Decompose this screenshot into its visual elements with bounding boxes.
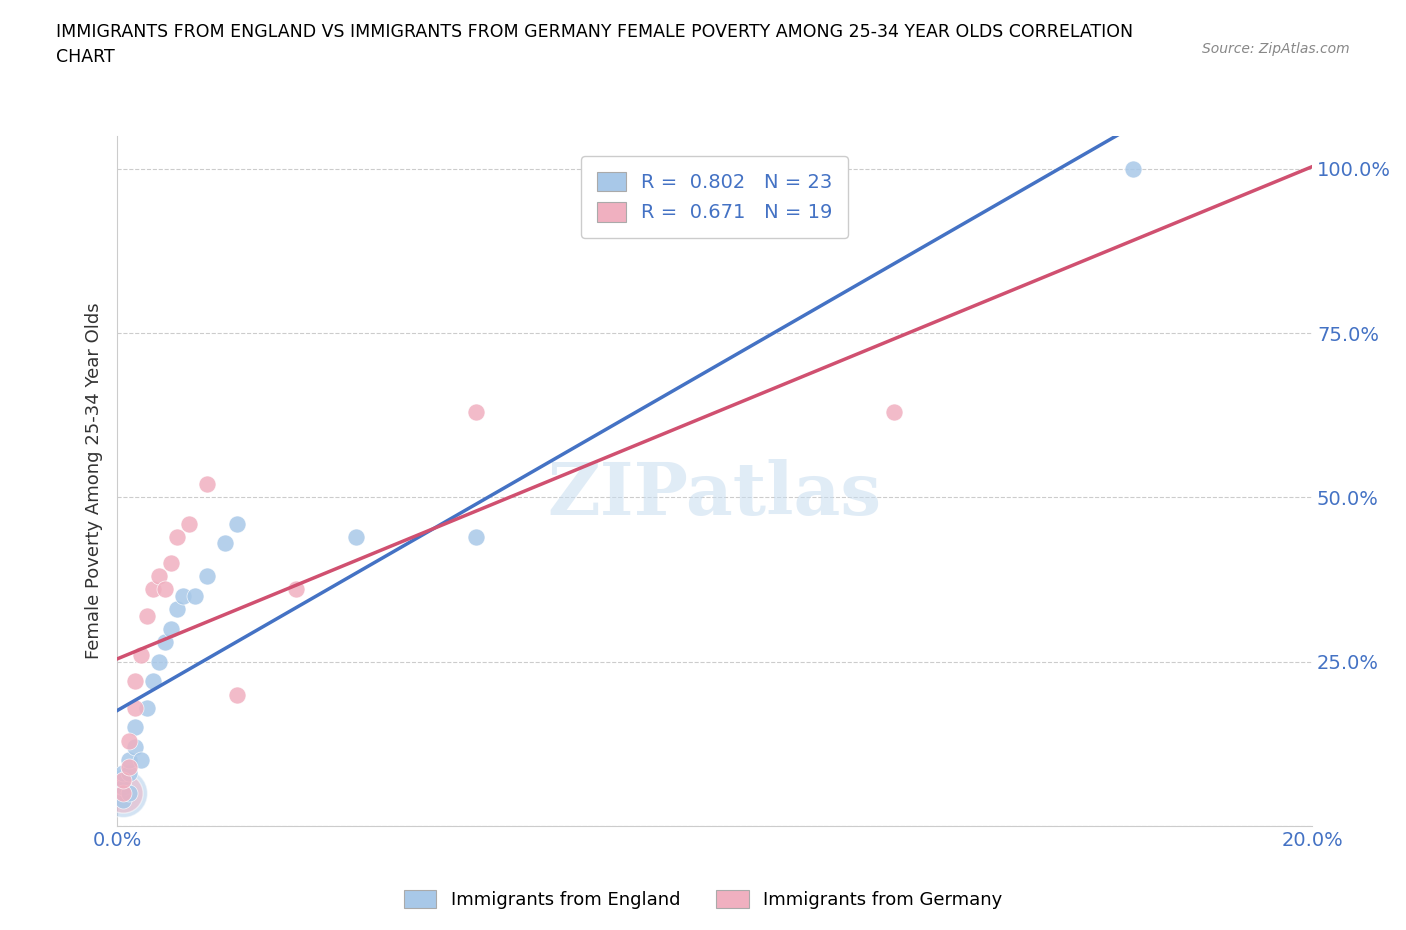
Point [112,786,135,801]
Point [142,582,165,597]
Point [464,529,486,544]
Point [148,569,170,584]
Legend: R =  0.802   N = 23, R =  0.671   N = 19: R = 0.802 N = 23, R = 0.671 N = 19 [581,156,848,238]
Point [112,766,135,781]
Point [1122,161,1144,176]
Point [112,786,135,801]
Point [153,634,176,649]
Point [112,773,135,788]
Point [214,536,236,551]
Point [195,477,218,492]
Point [124,674,146,689]
Point [136,608,159,623]
Point [153,582,176,597]
Point [124,739,146,754]
Point [883,405,905,419]
Point [285,582,308,597]
Point [142,674,165,689]
Point [118,760,141,775]
Point [124,720,146,735]
Point [129,753,152,768]
Point [118,766,141,781]
Point [172,589,194,604]
Point [166,529,188,544]
Legend: Immigrants from England, Immigrants from Germany: Immigrants from England, Immigrants from… [396,883,1010,916]
Point [129,647,152,662]
Point [112,792,135,807]
Point [118,786,141,801]
Text: IMMIGRANTS FROM ENGLAND VS IMMIGRANTS FROM GERMANY FEMALE POVERTY AMONG 25-34 YE: IMMIGRANTS FROM ENGLAND VS IMMIGRANTS FR… [56,23,1133,66]
Point [195,569,218,584]
Text: ZIPatlas: ZIPatlas [547,459,882,530]
Point [160,621,183,636]
Point [112,779,135,794]
Point [118,733,141,748]
Point [124,700,146,715]
Point [225,516,247,531]
Point [160,556,183,571]
Point [136,700,159,715]
Point [177,516,200,531]
Point [184,589,207,604]
Point [118,753,141,768]
Text: Source: ZipAtlas.com: Source: ZipAtlas.com [1202,42,1350,56]
Point [464,405,486,419]
Point [166,602,188,617]
Point [112,786,135,801]
Point [225,687,247,702]
Point [344,529,367,544]
Y-axis label: Female Poverty Among 25-34 Year Olds: Female Poverty Among 25-34 Year Olds [86,302,103,659]
Point [148,655,170,670]
